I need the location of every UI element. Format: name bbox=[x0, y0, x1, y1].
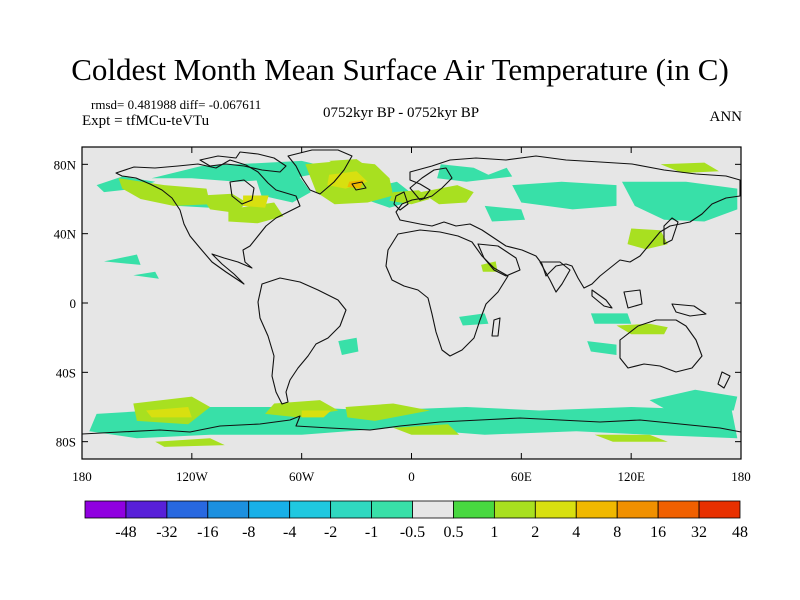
coastline-borneo bbox=[623, 289, 643, 309]
colorbar-label: 2 bbox=[531, 524, 539, 541]
anomaly-region-23 bbox=[329, 159, 364, 167]
coastline-new-guinea bbox=[671, 303, 707, 317]
chart-title: Coldest Month Mean Surface Air Temperatu… bbox=[71, 52, 729, 87]
coastline-scandinavia bbox=[409, 167, 453, 201]
anomaly-region-15 bbox=[89, 407, 738, 439]
colorbar-label: -48 bbox=[115, 524, 136, 541]
anomaly-region-9 bbox=[133, 271, 159, 279]
colorbar-swatch-11 bbox=[534, 500, 577, 519]
colorbar-label: 8 bbox=[613, 524, 621, 541]
anomaly-region-35 bbox=[243, 195, 269, 208]
anomaly-region-6 bbox=[512, 181, 617, 210]
x-tick-label: 60W bbox=[289, 469, 315, 484]
colorbar-swatch-15 bbox=[698, 500, 741, 519]
y-tick-label: 0 bbox=[70, 296, 77, 311]
anomaly-region-3 bbox=[255, 174, 311, 203]
period-label: 0752kyr BP - 0752kyr BP bbox=[323, 105, 480, 121]
colorbar-label: -2 bbox=[324, 524, 337, 541]
anomaly-region-10 bbox=[104, 254, 141, 265]
colorbar-swatch-13 bbox=[616, 500, 659, 519]
coastline-arctic-islands bbox=[199, 151, 287, 173]
colorbar-label: 4 bbox=[572, 524, 580, 541]
coastline-africa bbox=[385, 229, 509, 357]
colorbar-swatch-14 bbox=[657, 500, 700, 519]
coastline-japan bbox=[663, 217, 679, 245]
coastline-india bbox=[539, 261, 571, 293]
x-tick-label: 120W bbox=[176, 469, 209, 484]
anomaly-region-16 bbox=[649, 389, 738, 411]
anomaly-region-32 bbox=[594, 434, 668, 442]
anomaly-region-37 bbox=[301, 410, 331, 418]
colorbar-label: 32 bbox=[691, 524, 707, 541]
anomaly-region-25 bbox=[660, 162, 719, 173]
x-tick-label: 180 bbox=[731, 469, 751, 484]
colorbar-swatch-12 bbox=[575, 500, 618, 519]
colorbar: -48 -32 -16 -8 -4 -2 -1 -0.5 0.5 1 2 4 8 16 32 48 bbox=[84, 500, 748, 541]
x-tick-label: 180 bbox=[72, 469, 92, 484]
coastline-hudson-bay bbox=[229, 179, 255, 205]
anomaly-region-7 bbox=[622, 181, 738, 222]
y-tick-label: 80N bbox=[54, 157, 77, 172]
colorbar-swatch-0 bbox=[84, 500, 127, 519]
coastline-sumatra bbox=[591, 289, 613, 309]
anomaly-region-14 bbox=[587, 341, 617, 355]
coastline-north-america bbox=[115, 159, 301, 285]
colorbar-swatch-8 bbox=[412, 500, 454, 519]
coastline-new-zealand bbox=[717, 371, 731, 389]
colorbar-swatch-5 bbox=[289, 500, 332, 519]
anomaly-region-11 bbox=[338, 337, 359, 355]
colorbar-label: -1 bbox=[365, 524, 378, 541]
colorbar-label: -8 bbox=[242, 524, 255, 541]
coastline-eurasia bbox=[395, 155, 741, 289]
anomaly-region-31 bbox=[155, 438, 225, 447]
colorbar-swatch-3 bbox=[207, 500, 250, 519]
colorbar-label: 48 bbox=[732, 524, 748, 541]
colorbar-swatch-10 bbox=[493, 500, 536, 519]
anomaly-region-22 bbox=[420, 185, 474, 205]
coastline-britain bbox=[393, 191, 409, 211]
coastline-arabia bbox=[477, 243, 521, 277]
colorbar-label: 1 bbox=[490, 524, 498, 541]
x-tick-label: 60E bbox=[511, 469, 532, 484]
coastline-madagascar bbox=[491, 317, 501, 337]
colorbar-label: -16 bbox=[197, 524, 218, 541]
anomaly-region-36 bbox=[146, 407, 192, 418]
y-tick-label: 80S bbox=[56, 435, 76, 450]
y-tick-label: 40S bbox=[56, 365, 76, 380]
colorbar-swatch-1 bbox=[125, 500, 168, 519]
map-axes: 180 120W 60W 0 60E 120E 180 80N 40N 0 40S 80S bbox=[54, 147, 751, 484]
colorbar-swatch-9 bbox=[453, 500, 495, 519]
x-tick-label: 0 bbox=[408, 469, 415, 484]
colorbar-swatch-6 bbox=[330, 500, 372, 519]
colorbar-swatch-2 bbox=[166, 500, 209, 519]
colorbar-swatch-4 bbox=[248, 500, 291, 519]
coastline-south-america bbox=[257, 277, 347, 405]
anomaly-region-26 bbox=[616, 323, 668, 335]
colorbar-label: 16 bbox=[650, 524, 666, 541]
experiment-label: Expt = tfMCu-teVTu bbox=[82, 113, 210, 129]
colorbar-label: -4 bbox=[283, 524, 296, 541]
anomaly-regions bbox=[89, 159, 738, 447]
anomaly-region-13 bbox=[590, 313, 632, 324]
anomaly-region-24 bbox=[627, 228, 668, 250]
x-tick-label: 120E bbox=[617, 469, 645, 484]
anomaly-region-30 bbox=[393, 424, 460, 435]
coastline-greenland bbox=[287, 149, 353, 195]
anomaly-region-8 bbox=[484, 205, 525, 222]
colorbar-swatch-7 bbox=[371, 500, 413, 519]
coastline-antarctica bbox=[81, 415, 742, 435]
anomaly-region-19 bbox=[228, 202, 284, 224]
y-tick-label: 40N bbox=[54, 227, 77, 242]
anomaly-region-29 bbox=[345, 403, 430, 421]
season-label: ANN bbox=[709, 109, 743, 125]
colorbar-label: -0.5 bbox=[400, 524, 425, 541]
colorbar-label: 0.5 bbox=[443, 524, 463, 541]
coastline-australia bbox=[619, 319, 703, 373]
anomaly-region-5 bbox=[437, 164, 513, 182]
coastlines bbox=[81, 149, 742, 435]
rmsd-diff-label: rmsd= 0.481988 diff= -0.067611 bbox=[91, 97, 262, 112]
coastline-iceland bbox=[351, 181, 367, 191]
colorbar-label: -32 bbox=[156, 524, 177, 541]
